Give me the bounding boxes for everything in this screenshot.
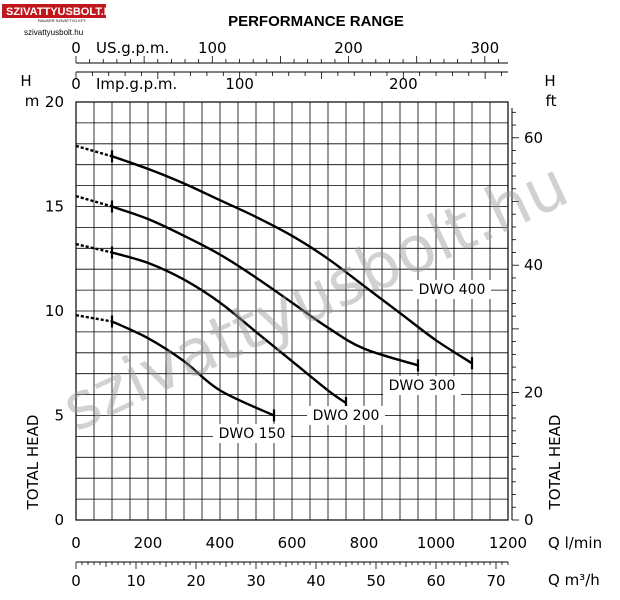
x2-tick-label: 60 — [426, 572, 445, 590]
logo-sub-text: RAUKER SZIVATTYÚ KFT. — [38, 18, 87, 23]
curve-label-background — [413, 280, 491, 299]
logo-background — [2, 4, 106, 18]
x-tick-label: 1200 — [489, 534, 527, 552]
curve-label: DWO 150 — [219, 426, 286, 442]
chart-title: PERFORMANCE RANGE — [228, 13, 404, 30]
curve-dwo-200 — [111, 251, 347, 404]
x4-tick-label: 300 — [471, 39, 500, 57]
x2-tick-label: 0 — [71, 572, 81, 590]
chart-grid — [75, 101, 509, 521]
curve-label-background — [383, 376, 461, 395]
curve-dashed-segment — [75, 194, 113, 208]
chart-curves — [75, 144, 474, 422]
x2-axis-label: Q m³/h — [548, 571, 600, 589]
y2-unit-h: H — [544, 72, 555, 90]
y-tick-label: 5 — [54, 407, 64, 425]
y-unit-m: m — [25, 92, 40, 110]
x-tick-label: 0 — [71, 534, 81, 552]
y-axis-label: TOTAL HEAD — [24, 415, 42, 511]
x4-axis-label: US.g.p.m. — [96, 39, 169, 57]
y2-tick-label: 40 — [524, 256, 543, 274]
x2-tick-label: 50 — [366, 572, 385, 590]
y2-tick-label: 60 — [524, 129, 543, 147]
curve-dwo-400 — [111, 155, 473, 365]
curve-dwo-300 — [111, 205, 419, 367]
logo-main-text: SZIVATTYUSBOLT.HU — [6, 6, 120, 18]
curve-label-background — [213, 424, 291, 443]
y2-axis-label: TOTAL HEAD — [546, 415, 564, 511]
y-tick-label: 10 — [45, 302, 64, 320]
x3-tick-label: 100 — [225, 75, 254, 93]
curve-dwo-150 — [111, 320, 275, 417]
y-tick-label: 0 — [54, 511, 64, 529]
x2-tick-label: 40 — [306, 572, 325, 590]
x3-tick-label: 200 — [389, 75, 418, 93]
x2-tick-label: 70 — [486, 572, 505, 590]
curve-label: DWO 400 — [419, 282, 486, 298]
y2-tick-label: 20 — [524, 384, 543, 402]
x-tick-label: 1000 — [417, 534, 455, 552]
x-tick-label: 800 — [350, 534, 379, 552]
x4-tick-label: 200 — [334, 39, 363, 57]
logo: SZIVATTYUSBOLT.HU RAUKER SZIVATTYÚ KFT. … — [2, 4, 120, 37]
curve-label: DWO 300 — [389, 378, 456, 394]
curve-dashed-segment — [75, 314, 113, 323]
curve-dashed-segment — [75, 144, 113, 158]
x2-tick-label: 20 — [186, 572, 205, 590]
chart-labels: DWO 150 DWO 200 DWO 300 DWO 400 — [213, 280, 491, 443]
plot-frame — [75, 101, 509, 521]
x-tick-label: 400 — [206, 534, 235, 552]
curve-label: DWO 200 — [313, 408, 380, 424]
x4-tick-label: 0 — [71, 39, 81, 57]
x4-tick-label: 100 — [198, 39, 227, 57]
x-tick-label: 200 — [134, 534, 163, 552]
x-tick-label: 600 — [278, 534, 307, 552]
watermark-text: szivattyusbolt.hu — [51, 148, 579, 447]
y-tick-label: 20 — [45, 93, 64, 111]
y2-unit-ft: ft — [546, 92, 557, 110]
x2-tick-label: 30 — [246, 572, 265, 590]
x3-axis-label: Imp.g.p.m. — [96, 75, 177, 93]
y-unit-h: H — [20, 72, 31, 90]
curve-dashed-segment — [75, 242, 113, 254]
x2-tick-label: 10 — [126, 572, 145, 590]
x-axis-label: Q l/min — [548, 534, 602, 552]
y2-tick-label: 0 — [524, 511, 534, 529]
y-tick-label: 15 — [45, 198, 64, 216]
curve-label-background — [307, 406, 385, 425]
logo-url-text: szivattyusbolt.hu — [24, 28, 83, 37]
x3-tick-label: 0 — [71, 75, 81, 93]
